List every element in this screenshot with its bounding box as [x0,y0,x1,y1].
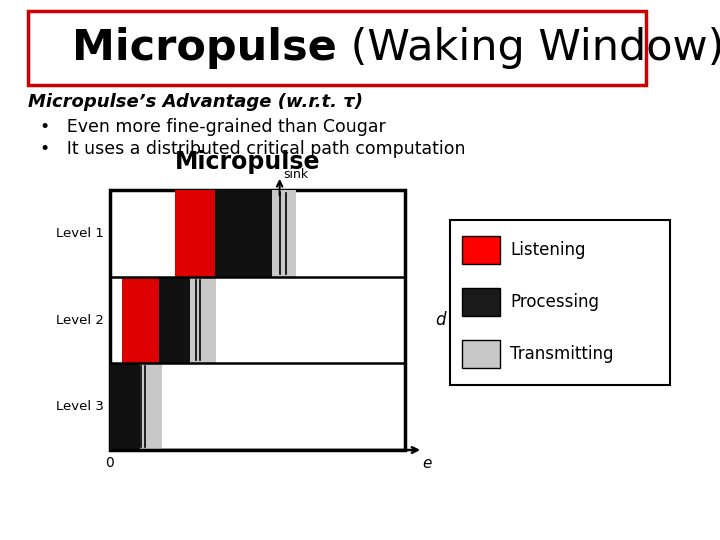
Bar [140,363,161,450]
Text: (Waking Window): (Waking Window) [337,27,720,69]
Bar [450,220,670,385]
Text: Level 3: Level 3 [56,400,104,413]
Text: Micropulse: Micropulse [72,27,337,69]
Text: e: e [423,456,432,471]
Bar [189,276,216,363]
Text: •   It uses a distributed critical path computation: • It uses a distributed critical path co… [40,140,466,158]
Bar [122,276,158,363]
Text: Level 2: Level 2 [56,314,104,327]
Bar [462,236,500,264]
Bar [122,276,216,363]
Text: Level 1: Level 1 [56,227,104,240]
Text: sink: sink [284,167,309,180]
Text: •   Even more fine-grained than Cougar: • Even more fine-grained than Cougar [40,118,386,136]
Bar [175,190,215,276]
Bar [110,190,405,450]
Text: Processing: Processing [510,293,599,311]
Bar [175,190,296,276]
Text: Listening: Listening [510,241,585,259]
Bar [110,363,161,450]
Bar [28,11,646,85]
Bar [462,288,500,316]
Text: 0: 0 [106,456,114,470]
Text: Micropulse’s Advantage (w.r.t. τ): Micropulse’s Advantage (w.r.t. τ) [28,93,363,111]
Text: Micropulse: Micropulse [175,150,320,174]
Bar [272,190,296,276]
Bar [462,340,500,368]
Text: d: d [435,311,446,329]
Text: Transmitting: Transmitting [510,345,613,363]
